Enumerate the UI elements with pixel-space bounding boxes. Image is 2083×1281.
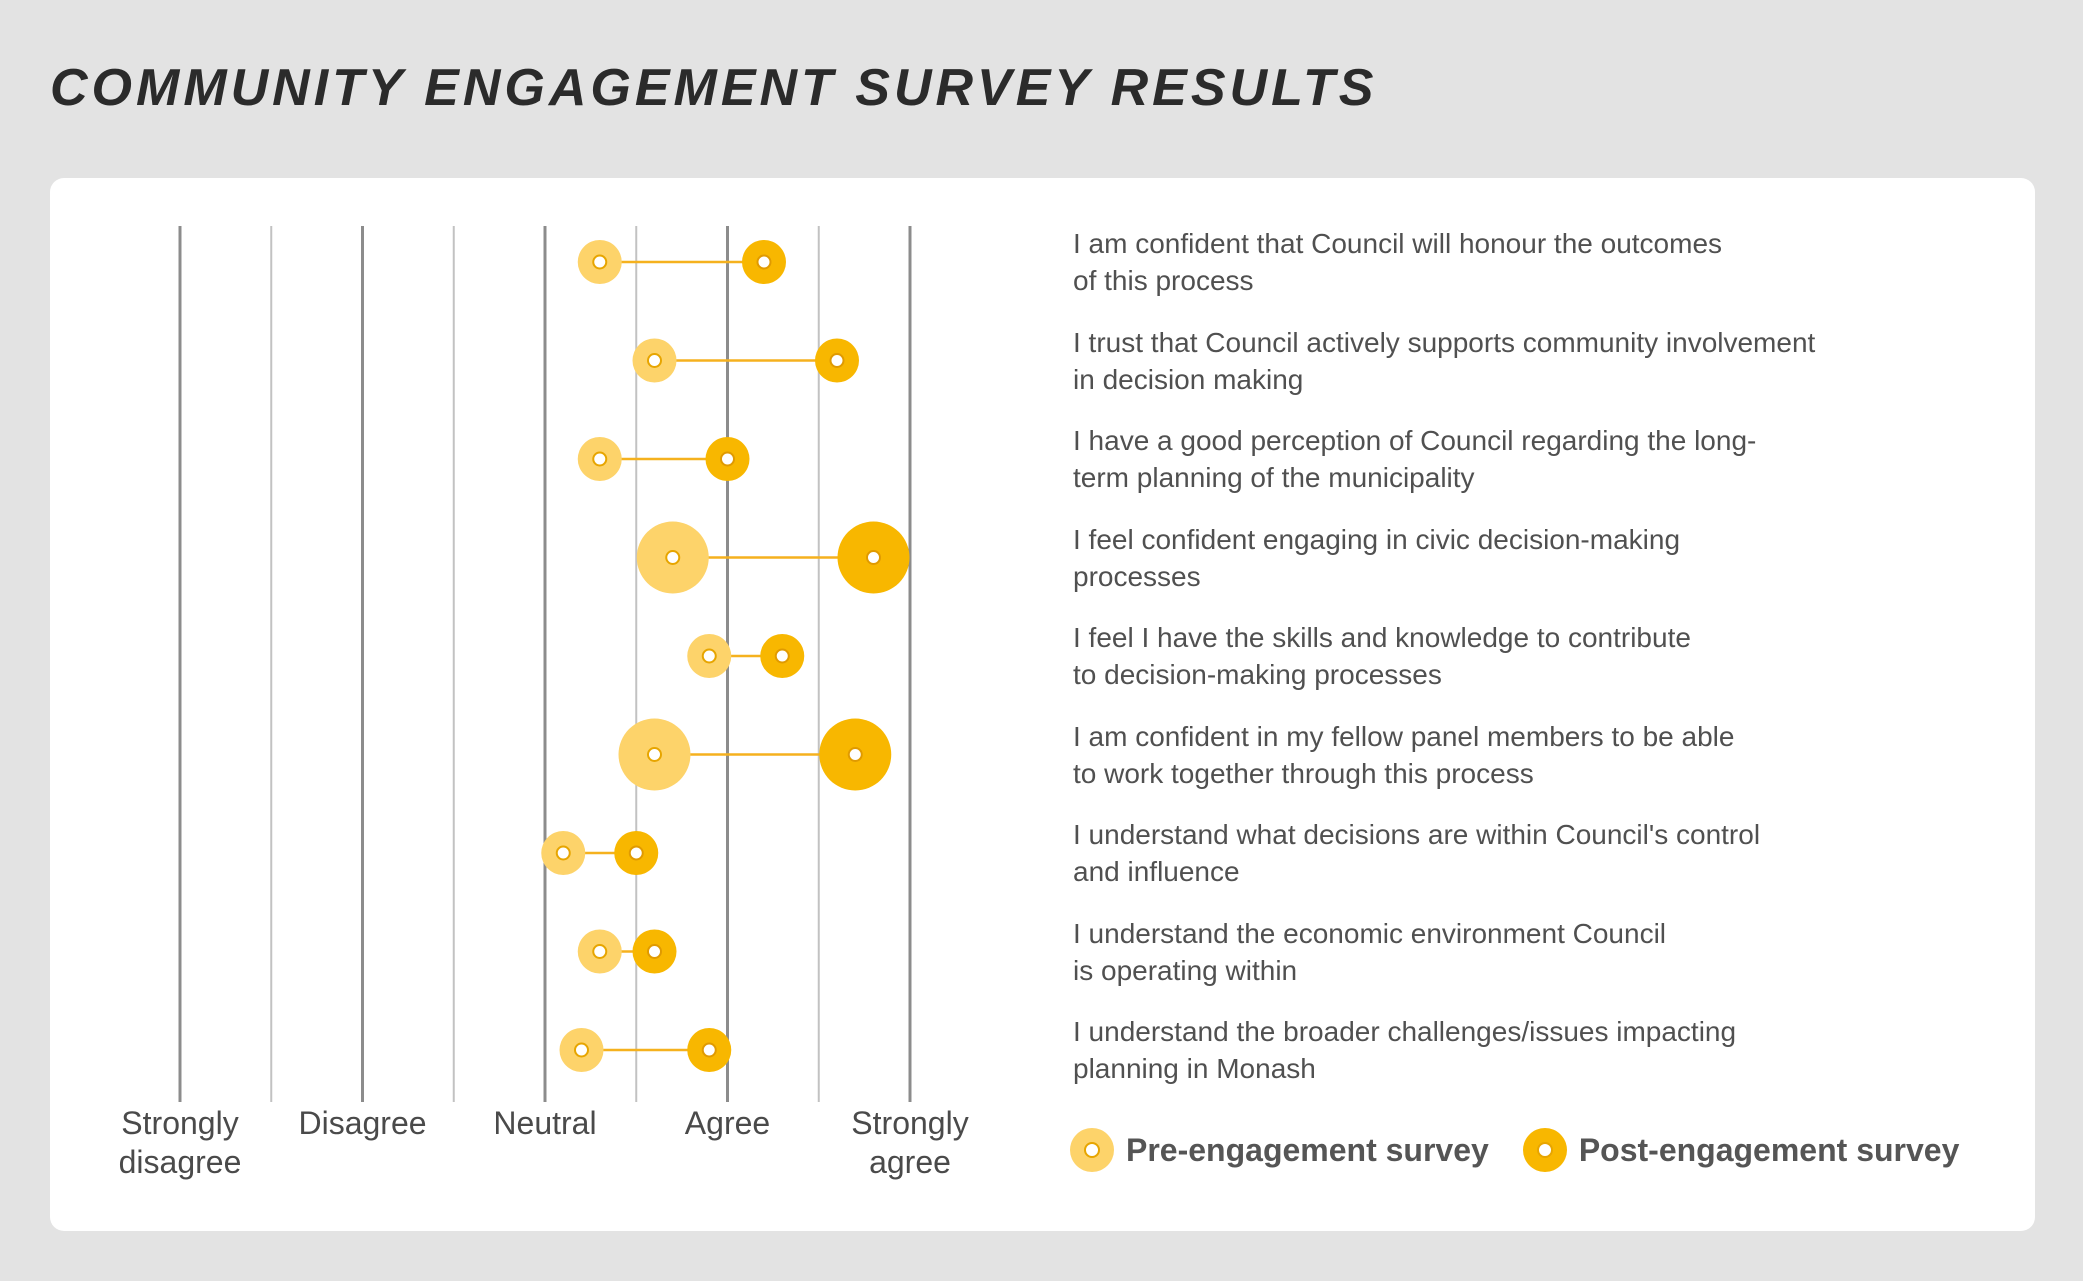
statement-label-line: I understand the broader challenges/issu… — [1073, 1016, 1737, 1047]
statement-label-line: to decision-making processes — [1073, 659, 1442, 690]
statement-label: I am confident that Council will honour … — [1073, 225, 1973, 299]
statement-label: I have a good perception of Council rega… — [1073, 422, 1973, 496]
post-survey-point-center — [720, 451, 735, 467]
statement-label-line: is operating within — [1073, 954, 1298, 986]
x-tick-label-line: Strongly — [121, 1105, 239, 1141]
post-survey-point-center — [647, 944, 662, 959]
post-survey-point-center — [628, 845, 644, 861]
x-tick-label-line: Disagree — [298, 1105, 427, 1141]
legend: Pre-engagement survey Post-engagement su… — [1070, 1128, 1993, 1172]
statement-label-line: planning in Monash — [1073, 1053, 1316, 1084]
statement-label: I understand what decisions are within C… — [1073, 816, 1973, 890]
pre-survey-point-center — [592, 451, 608, 467]
x-tick-label-line: Strongly — [851, 1105, 969, 1141]
legend-item-post: Post-engagement survey — [1522, 1128, 1960, 1172]
pre-survey-point-center — [574, 1042, 589, 1058]
x-tick-label-line: disagree — [118, 1144, 242, 1180]
legend-label-pre: Pre-engagement survey — [1126, 1131, 1489, 1168]
x-tick-label: Disagree — [273, 1104, 453, 1143]
x-tick-label: Neutral — [455, 1104, 635, 1143]
statement-label-line: I feel I have the skills and knowledge t… — [1073, 622, 1691, 653]
legend-item-pre: Pre-engagement survey — [1070, 1128, 1489, 1172]
post-survey-point-center — [701, 1042, 717, 1058]
statement-label: I feel confident engaging in civic decis… — [1073, 521, 1973, 595]
post-survey-point-center — [847, 747, 863, 762]
statement-label-line: I am confident that Council will honour … — [1073, 228, 1723, 259]
post-survey-point-center — [774, 648, 790, 664]
dumbbell-chart — [178, 226, 912, 1102]
statement-label-line: processes — [1073, 560, 1201, 592]
statement-label-line: I trust that Council actively supports c… — [1073, 326, 1816, 358]
statement-label-line: to work together through this process — [1073, 757, 1534, 789]
statement-label: I am confident in my fellow panel member… — [1073, 718, 1973, 792]
statement-label-line: and influence — [1073, 856, 1240, 887]
pre-survey-point-center — [647, 747, 662, 762]
pre-survey-point-center — [592, 944, 608, 959]
x-tick-label: Agree — [638, 1104, 818, 1143]
statement-label: I understand the broader challenges/issu… — [1073, 1013, 1973, 1087]
pre-survey-point-center — [592, 254, 608, 270]
pre-survey-point-center — [665, 550, 681, 565]
post-survey-point-center — [756, 254, 772, 270]
x-tick-label: Strongly agree — [820, 1104, 1000, 1182]
page-title: COMMUNITY ENGAGEMENT SURVEY RESULTS — [50, 59, 1378, 117]
post-survey-point-center — [866, 550, 881, 565]
statement-label: I feel I have the skills and knowledge t… — [1073, 619, 1973, 693]
statement-label-line: I am confident in my fellow panel member… — [1073, 720, 1735, 752]
statement-label: I understand the economic environment Co… — [1073, 915, 1973, 989]
statement-label-line: I understand what decisions are within C… — [1073, 819, 1761, 850]
post-survey-point-center — [829, 353, 845, 368]
x-tick-label: Strongly disagree — [90, 1104, 270, 1182]
chart-card: Strongly disagree Disagree Neutral Agree Stro… — [50, 178, 2035, 1231]
pre-survey-point-center — [555, 845, 571, 861]
legend-label-post: Post-engagement survey — [1578, 1131, 1960, 1168]
statement-label-line: I understand the economic environment Co… — [1073, 917, 1667, 949]
x-tick-label-line: Neutral — [493, 1105, 597, 1141]
pre-survey-marker-icon — [1070, 1128, 1114, 1172]
statement-label-line: term planning of the municipality — [1073, 462, 1475, 493]
post-survey-marker-icon — [1522, 1128, 1567, 1172]
statement-label-line: I feel confident engaging in civic decis… — [1073, 523, 1681, 555]
statement-label-line: I have a good perception of Council rega… — [1073, 425, 1757, 456]
pre-survey-point-center — [647, 353, 662, 368]
statement-label-line: in decision making — [1073, 363, 1304, 395]
x-tick-label-line: agree — [869, 1144, 951, 1180]
x-tick-label-line: Agree — [684, 1105, 771, 1141]
pre-survey-point-center — [701, 648, 717, 664]
statement-label: I trust that Council actively supports c… — [1073, 324, 1973, 398]
statement-label-line: of this process — [1073, 265, 1254, 296]
